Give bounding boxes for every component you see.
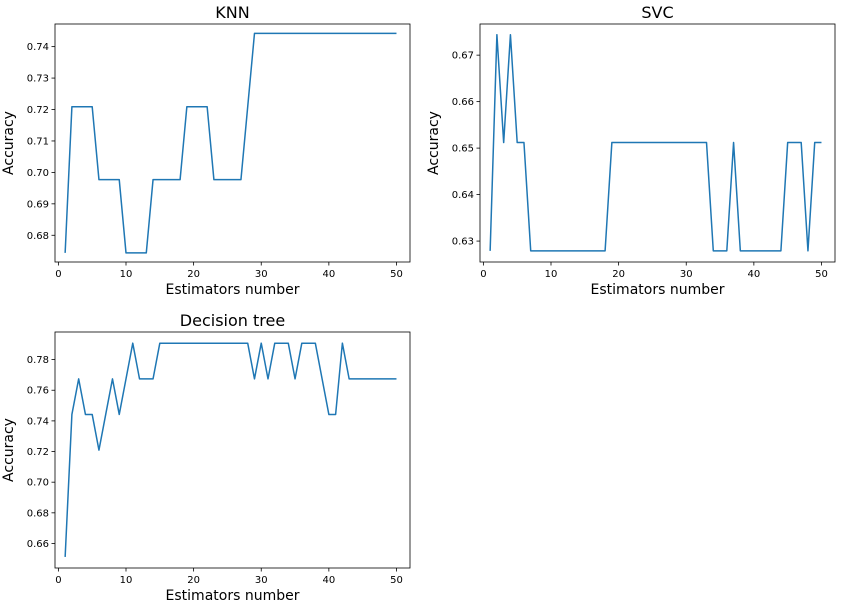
- x-tick-label: 20: [612, 269, 625, 280]
- series-line-knn: [64, 32, 397, 254]
- series-line-decision-tree: [64, 342, 397, 558]
- x-tick-label: 50: [815, 269, 828, 280]
- axes-frame: [54, 331, 411, 569]
- y-tick-label: 0.73: [27, 74, 49, 85]
- y-tick-label: 0.78: [27, 355, 49, 366]
- y-tick-label: 0.66: [452, 97, 474, 108]
- y-tick-label: 0.74: [27, 42, 49, 53]
- y-axis-label: Accuracy: [1, 111, 17, 175]
- y-axis-label: Accuracy: [1, 418, 17, 482]
- x-tick-label: 10: [545, 269, 558, 280]
- y-tick-label: 0.67: [452, 51, 474, 62]
- x-tick-label: 0: [55, 269, 61, 280]
- x-tick-label: 30: [680, 269, 693, 280]
- y-tick-label: 0.64: [452, 190, 474, 201]
- x-tick-label: 50: [390, 269, 403, 280]
- axes-frame: [479, 23, 836, 263]
- x-axis-label: Estimators number: [591, 282, 725, 298]
- x-tick-label: 30: [255, 269, 268, 280]
- y-tick-label: 0.74: [27, 416, 49, 427]
- chart-knn: KNN Estimators number Accuracy 0 10 20 30 40 50 0…: [1, 3, 411, 298]
- chart-svc: SVC Estimators number Accuracy 0 10 20 30 40 50 0…: [426, 3, 836, 298]
- chart-title: Decision tree: [180, 311, 285, 330]
- series-line-svc: [489, 33, 822, 252]
- x-tick-label: 40: [747, 269, 760, 280]
- y-tick-label: 0.66: [27, 539, 49, 550]
- x-tick-label: 0: [55, 575, 61, 586]
- x-axis-label: Estimators number: [166, 588, 300, 604]
- y-tick-label: 0.63: [452, 237, 474, 248]
- chart-title: SVC: [641, 3, 673, 22]
- x-tick-label: 20: [187, 575, 200, 586]
- x-tick-label: 30: [255, 575, 268, 586]
- x-tick-label: 20: [187, 269, 200, 280]
- x-tick-label: 40: [322, 269, 335, 280]
- y-tick-label: 0.65: [452, 144, 474, 155]
- y-tick-label: 0.71: [27, 136, 49, 147]
- y-tick-label: 0.70: [27, 168, 49, 179]
- y-tick-label: 0.70: [27, 478, 49, 489]
- x-tick-label: 0: [480, 269, 486, 280]
- y-tick-label: 0.72: [27, 447, 49, 458]
- y-tick-label: 0.68: [27, 231, 49, 242]
- y-tick-label: 0.76: [27, 386, 49, 397]
- y-tick-label: 0.69: [27, 199, 49, 210]
- y-tick-label: 0.72: [27, 105, 49, 116]
- axes-frame: [54, 23, 411, 263]
- x-tick-label: 10: [120, 269, 133, 280]
- x-tick-label: 50: [390, 575, 403, 586]
- chart-decision-tree: Decision tree Estimators number Accuracy 0 1…: [1, 311, 411, 604]
- y-tick-label: 0.68: [27, 508, 49, 519]
- x-tick-label: 40: [322, 575, 335, 586]
- x-axis-label: Estimators number: [166, 282, 300, 298]
- x-tick-label: 10: [120, 575, 133, 586]
- chart-title: KNN: [215, 3, 249, 22]
- y-axis-label: Accuracy: [426, 111, 442, 175]
